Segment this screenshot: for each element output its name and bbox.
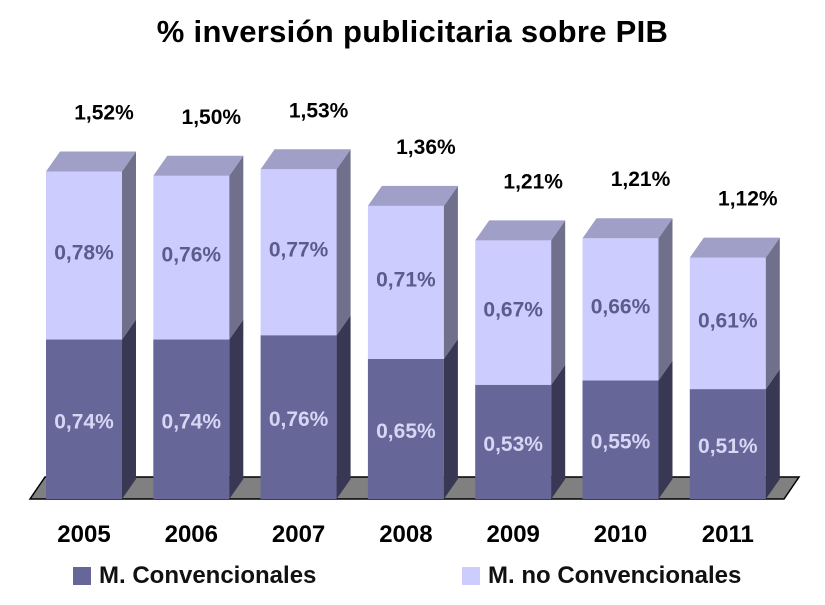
bar-top-2009 — [475, 220, 566, 241]
legend-item-convencionales: M. Convencionales — [73, 562, 316, 590]
bar-no-convencionales-2010 — [582, 238, 659, 381]
data-label-no-convencionales-2009: 0,67% — [483, 299, 543, 322]
bar-side-convencionales-2009 — [551, 364, 566, 499]
bar-side-no-convencionales-2007 — [336, 149, 351, 336]
chart-title: % inversión publicitaria sobre PIB — [156, 14, 669, 49]
data-label-no-convencionales-2011: 0,61% — [698, 309, 758, 332]
bar-side-convencionales-2011 — [765, 369, 780, 499]
data-label-convencionales-2008: 0,65% — [376, 420, 436, 443]
bar-no-convencionales-2008 — [367, 205, 444, 359]
bar-convencionales-2007 — [260, 335, 337, 499]
bar-convencionales-2010 — [582, 380, 659, 499]
total-label-2009: 1,21% — [503, 170, 563, 193]
x-tick-label-2011: 2011 — [702, 521, 754, 548]
data-label-convencionales-2005: 0,74% — [54, 410, 114, 433]
bar-convencionales-2005 — [46, 339, 122, 499]
bar-top-2011 — [689, 237, 780, 258]
bar-side-convencionales-2005 — [122, 319, 136, 499]
total-label-2005: 1,52% — [74, 101, 134, 124]
x-tick-label-2006: 2006 — [165, 521, 218, 548]
bar-no-convencionales-2005 — [46, 171, 122, 340]
data-label-convencionales-2006: 0,74% — [162, 410, 222, 433]
bar-side-no-convencionales-2006 — [229, 155, 244, 340]
bar-top-2005 — [46, 151, 136, 172]
legend-item-no-convencionales: M. no Convencionales — [462, 562, 741, 590]
bar-side-no-convencionales-2011 — [765, 237, 780, 390]
data-label-convencionales-2007: 0,76% — [269, 408, 329, 431]
bar-side-convencionales-2006 — [229, 319, 244, 499]
x-tick-label-2009: 2009 — [487, 521, 540, 548]
bar-top-2010 — [582, 218, 673, 239]
data-label-convencionales-2011: 0,51% — [698, 435, 758, 458]
legend-swatch-convencionales — [73, 567, 91, 585]
data-label-no-convencionales-2006: 0,76% — [162, 244, 222, 267]
bar-side-convencionales-2010 — [658, 360, 673, 499]
bar-side-no-convencionales-2010 — [658, 218, 673, 381]
bar-convencionales-2009 — [475, 384, 552, 499]
x-tick-label-2005: 2005 — [57, 521, 110, 548]
bar-top-2006 — [153, 155, 244, 176]
bar-no-convencionales-2009 — [475, 240, 552, 385]
x-tick-label-2010: 2010 — [594, 521, 647, 548]
legend-label-no-convencionales: M. no Convencionales — [488, 562, 742, 589]
bar-side-no-convencionales-2005 — [122, 151, 136, 340]
total-label-2007: 1,53% — [289, 99, 349, 122]
bar-top-2007 — [260, 149, 351, 170]
bar-convencionales-2008 — [367, 358, 444, 499]
bar-side-no-convencionales-2008 — [443, 185, 458, 359]
data-label-no-convencionales-2008: 0,71% — [376, 268, 436, 291]
data-label-no-convencionales-2010: 0,66% — [591, 295, 651, 318]
bar-top-2008 — [367, 185, 458, 206]
bar-side-convencionales-2008 — [443, 338, 458, 499]
x-tick-label-2007: 2007 — [272, 521, 325, 548]
total-label-2006: 1,50% — [182, 106, 242, 129]
data-label-no-convencionales-2005: 0,78% — [54, 241, 114, 264]
data-label-no-convencionales-2007: 0,77% — [269, 238, 329, 261]
total-label-2010: 1,21% — [611, 168, 671, 191]
bar-no-convencionales-2011 — [689, 257, 766, 390]
bar-side-convencionales-2007 — [336, 315, 351, 499]
bar-no-convencionales-2007 — [260, 169, 337, 336]
bar-convencionales-2011 — [689, 389, 766, 499]
data-label-convencionales-2009: 0,53% — [483, 433, 543, 456]
bar-convencionales-2006 — [153, 339, 230, 499]
data-label-convencionales-2010: 0,55% — [591, 431, 651, 454]
total-label-2008: 1,36% — [396, 136, 456, 159]
total-label-2011: 1,12% — [718, 188, 778, 211]
bar-side-no-convencionales-2009 — [551, 220, 566, 385]
bar-no-convencionales-2006 — [153, 175, 230, 340]
legend-swatch-no-convencionales — [462, 567, 480, 585]
x-tick-label-2008: 2008 — [379, 521, 432, 548]
legend-label-convencionales: M. Convencionales — [99, 562, 317, 589]
